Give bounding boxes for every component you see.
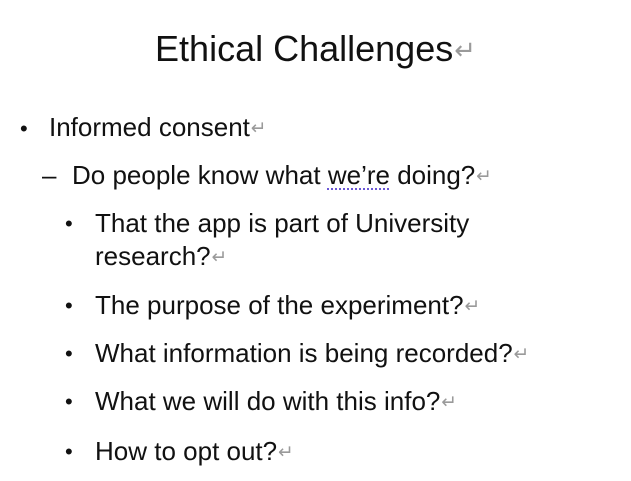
bullet-text: Informed consent xyxy=(49,112,250,142)
paragraph-mark-icon: ↵ xyxy=(454,37,476,65)
paragraph-mark-icon: ↵ xyxy=(476,165,492,186)
subsub-bullet-information-recorded: What information is being recorded?↵ xyxy=(95,337,529,370)
spellcheck-flagged-word[interactable]: we’re xyxy=(327,160,390,190)
dash-bullet-icon: – xyxy=(42,160,57,190)
paragraph-mark-icon: ↵ xyxy=(250,117,267,138)
bullet-icon: • xyxy=(65,211,73,236)
subsub-bullet-what-we-will-do: What we will do with this info?↵ xyxy=(95,385,457,418)
bullet-icon: • xyxy=(65,293,73,318)
paragraph-mark-icon: ↵ xyxy=(513,343,530,364)
paragraph-mark-icon: ↵ xyxy=(278,441,294,462)
subsub-bullet-text: The purpose of the experiment? xyxy=(95,290,464,320)
bullet-icon: • xyxy=(65,389,73,414)
bullet-informed-consent: Informed consent↵ xyxy=(49,111,267,144)
subsub-bullet-text: research? xyxy=(95,241,211,271)
subsub-bullet-text: That the app is part of University xyxy=(95,208,470,238)
subsub-bullet-university-research-cont: research?↵ xyxy=(95,240,227,273)
slide-title-text: Ethical Challenges xyxy=(155,28,454,69)
bullet-icon: • xyxy=(65,341,73,366)
subsub-bullet-text: What we will do with this info? xyxy=(95,386,441,416)
paragraph-mark-icon: ↵ xyxy=(441,391,458,412)
subbullet-text-end: doing? xyxy=(389,160,476,190)
subbullet-text-start: Do people know what xyxy=(72,160,328,190)
subsub-bullet-purpose: The purpose of the experiment?↵ xyxy=(95,289,480,322)
slide-title: Ethical Challenges↵ xyxy=(0,27,631,73)
bullet-icon: • xyxy=(20,116,28,141)
paragraph-mark-icon: ↵ xyxy=(464,295,481,316)
paragraph-mark-icon: ↵ xyxy=(211,246,228,267)
subsub-bullet-text: How to opt out? xyxy=(95,436,278,466)
subsub-bullet-text: What information is being recorded? xyxy=(95,338,513,368)
subsub-bullet-opt-out: How to opt out?↵ xyxy=(95,435,294,468)
bullet-icon: • xyxy=(65,439,73,464)
subbullet-do-people-know: Do people know what we’re doing?↵ xyxy=(72,159,492,192)
subsub-bullet-university-research: That the app is part of University xyxy=(95,207,469,240)
